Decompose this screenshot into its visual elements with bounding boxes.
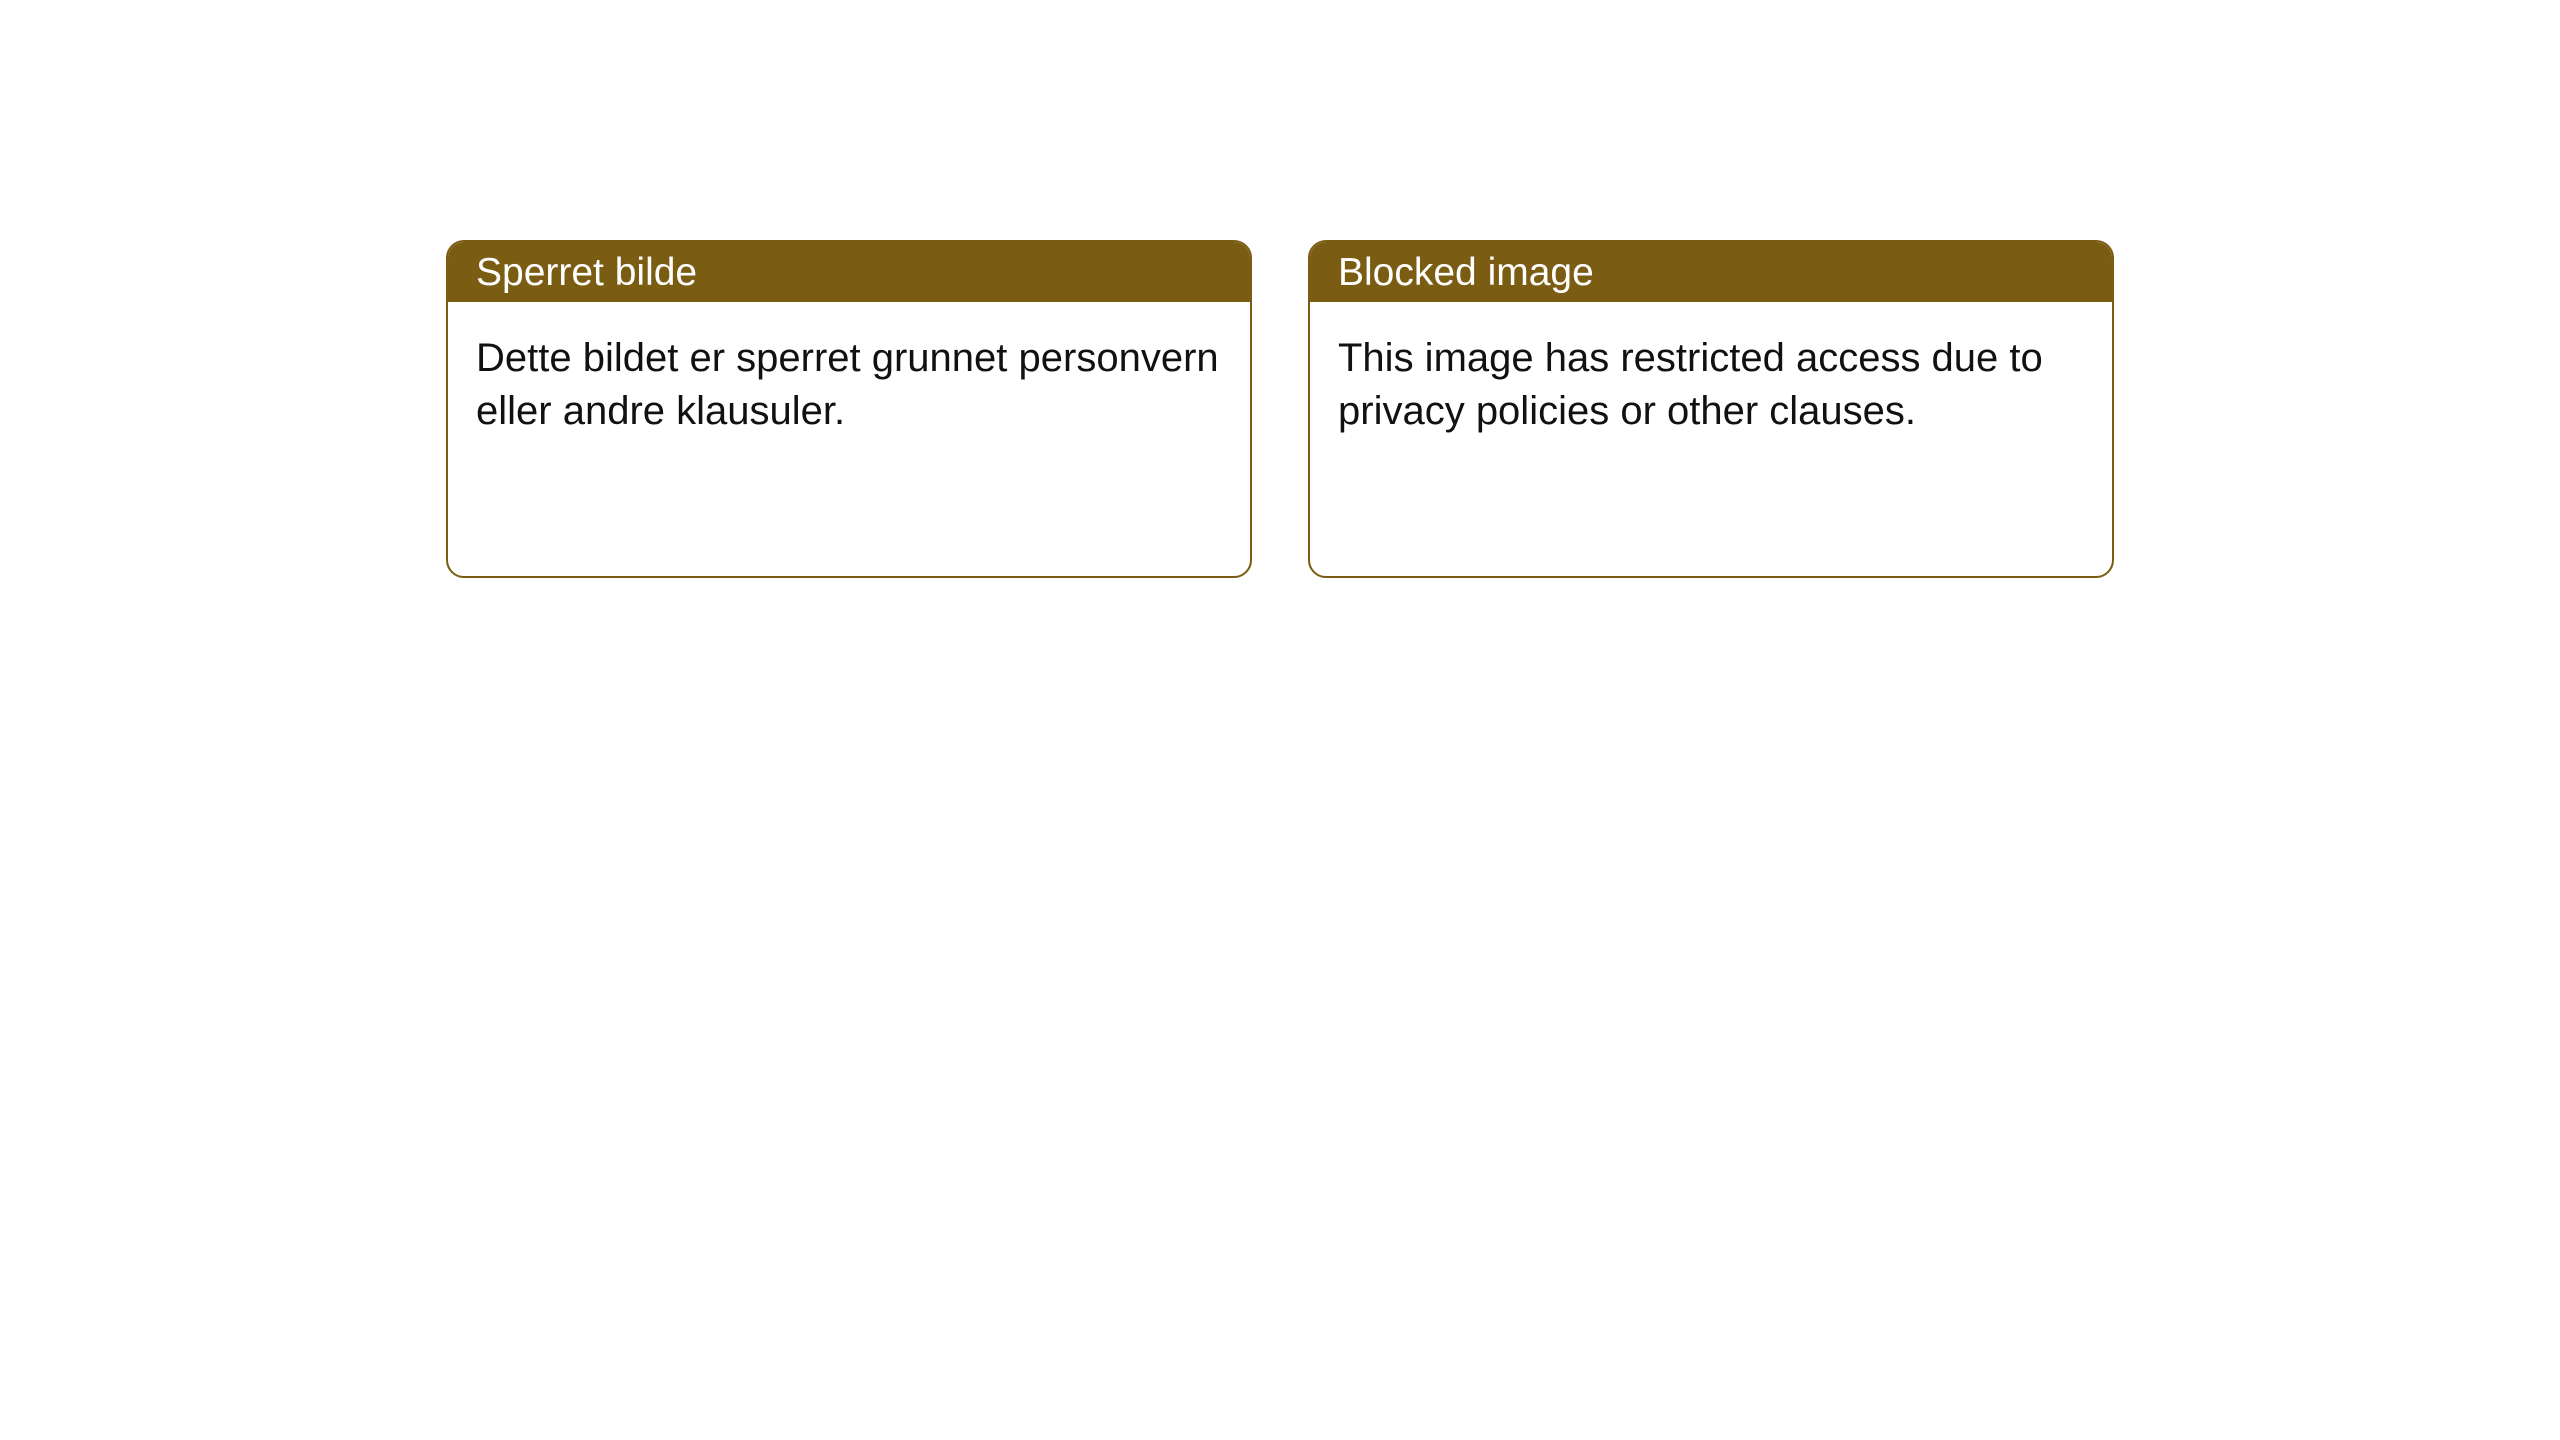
card-norwegian: Sperret bilde Dette bildet er sperret gr… — [446, 240, 1252, 578]
card-header-english: Blocked image — [1310, 242, 2112, 302]
page-canvas: Sperret bilde Dette bildet er sperret gr… — [0, 0, 2560, 1440]
card-english: Blocked image This image has restricted … — [1308, 240, 2114, 578]
card-body-norwegian: Dette bildet er sperret grunnet personve… — [448, 302, 1250, 466]
card-header-norwegian: Sperret bilde — [448, 242, 1250, 302]
card-body-english: This image has restricted access due to … — [1310, 302, 2112, 466]
